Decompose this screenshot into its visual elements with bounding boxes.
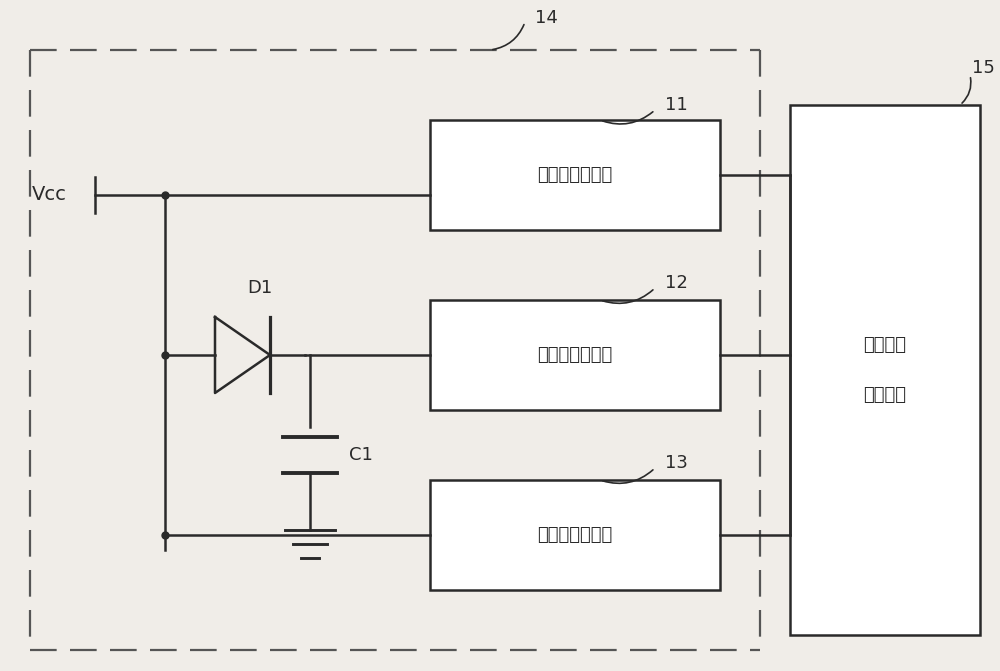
Text: 11: 11 — [665, 96, 688, 114]
Text: 第三电压转换器: 第三电压转换器 — [537, 526, 613, 544]
Text: D1: D1 — [247, 279, 273, 297]
Bar — [430, 480, 720, 590]
Text: 12: 12 — [665, 274, 688, 292]
Text: 数字微镜: 数字微镜 — [864, 336, 906, 354]
Text: 14: 14 — [535, 9, 558, 27]
Text: Vcc: Vcc — [32, 185, 67, 205]
Bar — [790, 105, 980, 635]
Text: C1: C1 — [349, 446, 373, 464]
Bar — [430, 120, 720, 230]
Bar — [430, 300, 720, 410]
Polygon shape — [215, 317, 270, 393]
Text: 芯片本体: 芯片本体 — [864, 386, 906, 404]
Text: 13: 13 — [665, 454, 688, 472]
Text: 第二电压转换器: 第二电压转换器 — [537, 346, 613, 364]
Text: 15: 15 — [972, 59, 995, 77]
Text: 第一电压转换器: 第一电压转换器 — [537, 166, 613, 184]
